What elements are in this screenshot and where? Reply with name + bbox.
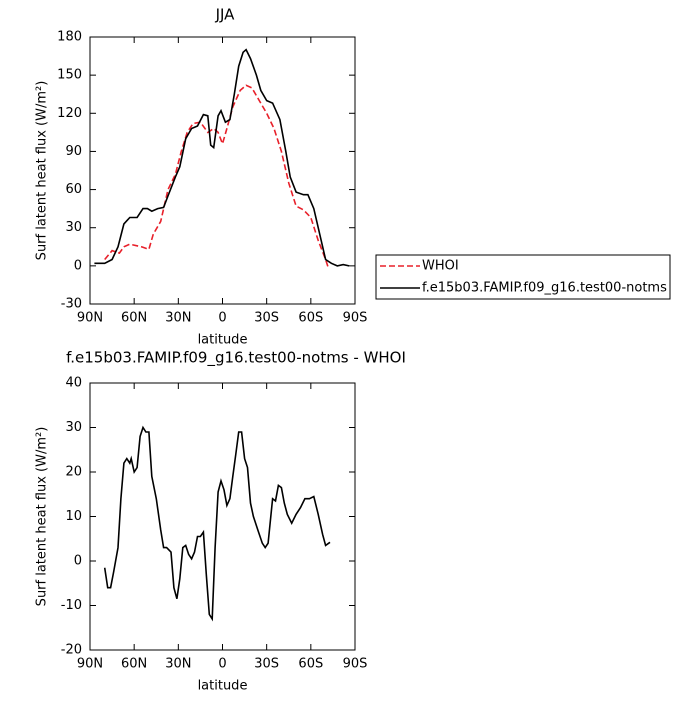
- y-tick-label: 90: [65, 144, 82, 159]
- legend-label: WHOI: [422, 259, 459, 274]
- x-tick-label: 90S: [343, 311, 368, 326]
- x-tick-label: 60S: [298, 657, 323, 672]
- plot-frame: [89, 36, 356, 305]
- y-tick-label: -10: [61, 598, 82, 613]
- x-tick-label: 0: [218, 311, 226, 326]
- y-axis-label: Surf latent heat flux (W/m²): [35, 81, 50, 261]
- chart-title: f.e15b03.FAMIP.f09_g16.test00-notms - WH…: [66, 349, 406, 368]
- legend-label: f.e15b03.FAMIP.f09_g16.test00-notms: [422, 281, 667, 296]
- y-tick-label: 10: [65, 509, 82, 524]
- y-tick-label: 180: [57, 30, 82, 45]
- data-line: [94, 48, 350, 267]
- y-tick-label: 0: [74, 554, 82, 569]
- x-tick-label: 90N: [77, 657, 103, 672]
- data-line: [103, 425, 331, 622]
- legend-box: [375, 254, 671, 300]
- x-tick-label: 60N: [121, 311, 147, 326]
- x-tick-label: 90S: [343, 657, 368, 672]
- x-tick-label: 30S: [254, 657, 279, 672]
- y-tick-label: 40: [65, 376, 82, 391]
- x-axis-label: latitude: [198, 679, 248, 694]
- x-tick-label: 30N: [165, 657, 191, 672]
- x-tick-label: 90N: [77, 311, 103, 326]
- x-tick-label: 60S: [298, 311, 323, 326]
- x-tick-label: 30N: [165, 311, 191, 326]
- data-line: [104, 84, 330, 269]
- y-tick-label: 30: [65, 220, 82, 235]
- y-tick-label: -20: [61, 643, 82, 658]
- x-tick-label: 60N: [121, 657, 147, 672]
- plot-frame: [89, 382, 356, 651]
- y-tick-label: 150: [57, 68, 82, 83]
- x-tick-label: 30S: [254, 311, 279, 326]
- y-tick-label: -30: [61, 297, 82, 312]
- chart-title: JJA: [215, 6, 236, 24]
- y-tick-label: 120: [57, 106, 82, 121]
- y-tick-label: 60: [65, 182, 82, 197]
- x-axis-label: latitude: [198, 333, 248, 348]
- y-axis-label: Surf latent heat flux (W/m²): [35, 427, 50, 607]
- y-tick-label: 20: [65, 465, 82, 480]
- y-tick-label: 30: [65, 420, 82, 435]
- y-tick-label: 0: [74, 258, 82, 273]
- x-tick-label: 0: [218, 657, 226, 672]
